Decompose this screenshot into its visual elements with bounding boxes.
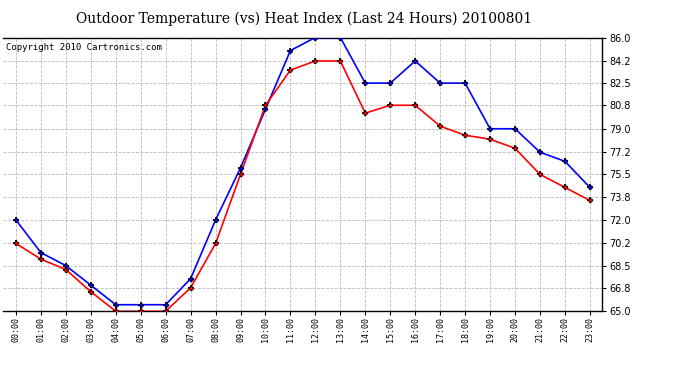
- Text: Outdoor Temperature (vs) Heat Index (Last 24 Hours) 20100801: Outdoor Temperature (vs) Heat Index (Las…: [75, 11, 532, 26]
- Text: Copyright 2010 Cartronics.com: Copyright 2010 Cartronics.com: [6, 43, 162, 52]
